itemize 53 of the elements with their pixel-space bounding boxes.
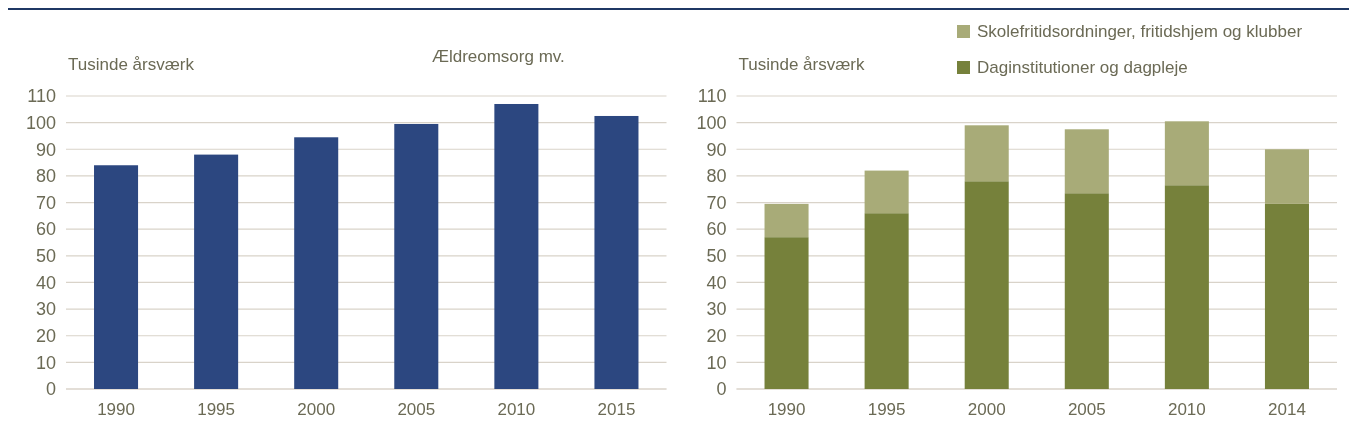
y-tick-label: 110 [697,86,727,107]
y-tick-label: 40 [35,272,56,293]
y-tick-label: 0 [716,379,727,400]
x-tick-label: 2010 [1167,400,1206,419]
y-tick-label: 80 [706,166,727,187]
y-tick-label: 90 [35,139,56,160]
y-tick-label: 70 [35,192,56,213]
x-tick-label: 1995 [197,400,236,419]
bar [864,213,909,389]
y-axis-title: Tusinde årsværk [68,55,195,74]
y-tick-label: 100 [25,112,56,133]
y-tick-label: 50 [706,246,727,267]
legend-label: Skolefritidsordninger, fritidshjem og klubber [977,22,1303,41]
y-tick-label: 40 [706,272,727,293]
bar [1164,185,1209,389]
bar [764,203,809,238]
x-tick-label: 2010 [497,400,536,419]
y-tick-label: 20 [706,326,727,347]
bar [864,170,909,214]
y-tick-label: 10 [706,352,727,373]
y-tick-label: 10 [35,352,56,373]
y-tick-label: 30 [706,299,727,320]
bar [764,237,809,389]
bar [1064,193,1109,389]
bar [1264,203,1309,389]
y-tick-label: 30 [35,299,56,320]
bar [1164,121,1209,186]
y-axis-title: Tusinde årsværk [738,55,865,74]
x-tick-label: 2000 [967,400,1006,419]
y-tick-label: 20 [35,326,56,347]
x-tick-label: 2014 [1268,400,1306,419]
y-tick-label: 80 [35,166,56,187]
x-tick-label: 1995 [867,400,906,419]
y-tick-label: 60 [35,219,56,240]
y-tick-label: 90 [706,139,727,160]
bar [1264,149,1309,204]
y-tick-label: 110 [27,86,56,107]
x-tick-label: 2005 [1067,400,1106,419]
y-tick-label: 50 [35,246,56,267]
x-tick-label: 2000 [297,400,336,419]
bar [964,125,1009,182]
bar [1064,129,1109,194]
x-tick-label: 1990 [97,400,135,419]
chart-title: Ældreomsorg mv. [431,47,565,66]
legend-label: Daginstitutioner og dagpleje [977,58,1188,77]
y-tick-label: 100 [696,112,727,133]
y-tick-label: 70 [706,192,727,213]
x-tick-label: 2015 [597,400,636,419]
y-tick-label: 0 [45,379,56,400]
x-tick-label: 1990 [767,400,806,419]
bar [964,181,1009,389]
x-tick-label: 2005 [397,400,436,419]
y-tick-label: 60 [706,219,727,240]
